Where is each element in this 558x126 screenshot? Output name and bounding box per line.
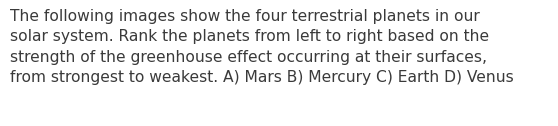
Text: The following images show the four terrestrial planets in our
solar system. Rank: The following images show the four terre… bbox=[10, 9, 514, 85]
